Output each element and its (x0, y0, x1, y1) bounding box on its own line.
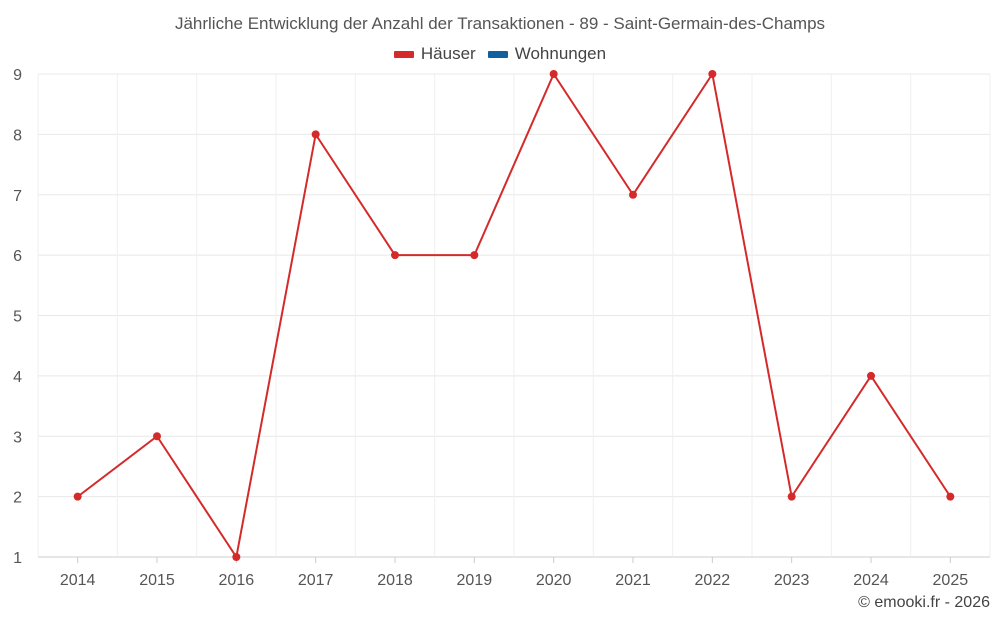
data-point-houses[interactable] (787, 492, 796, 501)
x-tick-label: 2023 (774, 572, 810, 589)
data-point-houses[interactable] (73, 492, 82, 501)
legend-swatch-houses (393, 50, 414, 58)
legend-label-houses: Häuser (420, 44, 476, 63)
x-tick-label: 2016 (219, 572, 255, 589)
y-tick-label: 3 (13, 429, 22, 446)
x-tick-label: 2021 (615, 572, 651, 589)
x-tick-label: 2022 (695, 572, 731, 589)
axes: 1 2 3 4 5 6 7 8 9 2014 2015 2016 2017 2018 2019 2020 202… (13, 67, 968, 589)
data-point-houses[interactable] (470, 251, 479, 260)
y-tick-label: 4 (13, 369, 22, 386)
x-tick-label: 2019 (457, 572, 493, 589)
credit: © emooki.fr - 2026 (858, 594, 990, 611)
data-point-houses[interactable] (232, 553, 241, 561)
y-tick-label: 8 (13, 127, 22, 144)
legend-swatch-apartments (487, 50, 508, 58)
x-tick-label: 2014 (60, 572, 96, 589)
data-point-houses[interactable] (549, 70, 558, 78)
data-point-houses[interactable] (391, 251, 399, 260)
x-tick-label: 2025 (933, 572, 969, 589)
y-tick-label: 1 (13, 550, 22, 567)
x-tick-label: 2024 (853, 572, 889, 589)
y-tick-label: 9 (13, 67, 22, 84)
legend-item-houses[interactable]: Häuser (393, 44, 476, 64)
y-tick-label: 2 (13, 490, 22, 507)
data-point-houses[interactable] (708, 70, 717, 78)
x-tick-label: 2017 (298, 572, 334, 589)
data-point-houses[interactable] (946, 492, 955, 501)
legend-label-apartments: Wohnungen (514, 44, 607, 63)
series-houses (73, 70, 955, 561)
grid (37, 73, 991, 558)
y-tick-label: 7 (13, 188, 22, 205)
data-point-houses[interactable] (629, 190, 637, 199)
data-point-houses[interactable] (153, 432, 161, 441)
x-tick-label: 2018 (377, 572, 413, 589)
legend-item-apartments[interactable]: Wohnungen (487, 44, 607, 64)
x-tick-label: 2020 (536, 572, 572, 589)
y-tick-label: 5 (13, 309, 22, 326)
series-line-houses (77, 73, 952, 558)
legend: Häuser Wohnungen (0, 44, 1000, 64)
data-point-houses[interactable] (311, 130, 320, 139)
x-tick-label: 2015 (139, 572, 175, 589)
data-point-houses[interactable] (867, 371, 875, 380)
chart-title: Jährliche Entwicklung der Anzahl der Tra… (174, 14, 826, 33)
y-tick-label: 6 (13, 248, 22, 265)
